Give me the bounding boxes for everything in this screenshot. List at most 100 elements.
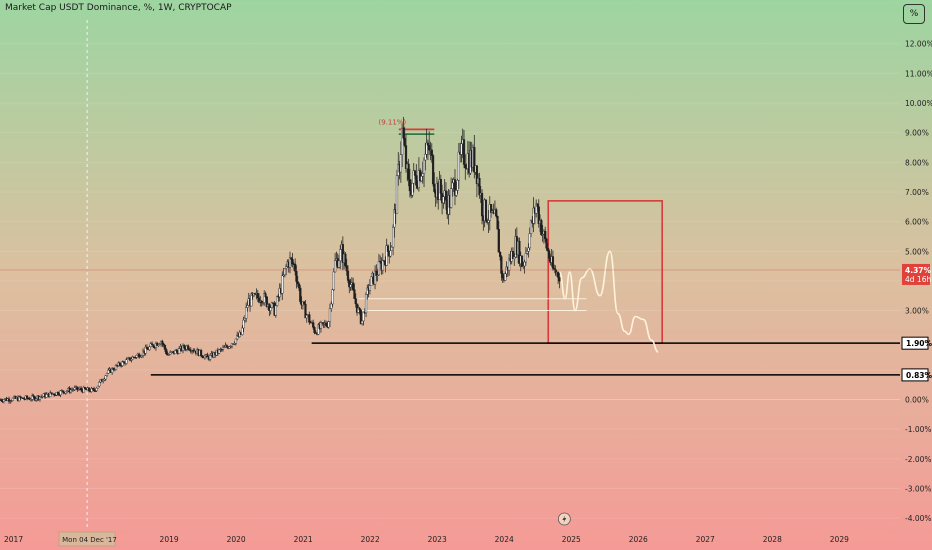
candle-body [274, 305, 277, 316]
candle-body [25, 395, 29, 399]
level-badge-label: 1.90% [906, 339, 932, 348]
candle-body [478, 178, 481, 196]
candle-body [426, 142, 430, 146]
candle-body [98, 381, 101, 387]
candle-body [250, 293, 253, 307]
x-tick-label: 2022 [361, 535, 380, 544]
candle-body [540, 220, 543, 236]
candle-body [208, 354, 212, 360]
candle-body [346, 270, 350, 281]
candle-body [354, 298, 357, 304]
candle-body [401, 127, 404, 155]
candle-body [370, 276, 373, 286]
candle-body [87, 387, 91, 392]
candle-body [242, 319, 245, 329]
candle-body [358, 307, 361, 311]
candle-body [165, 349, 168, 354]
candle-body [295, 270, 298, 282]
candle-body [64, 391, 67, 394]
candle-body [489, 204, 493, 213]
candle-body [389, 250, 392, 257]
y-tick-label: 7.00% [905, 188, 929, 197]
candle-body [50, 392, 53, 395]
candle-body [264, 293, 267, 298]
candle-body [508, 258, 511, 271]
candle-body [296, 281, 299, 285]
candle-body [386, 245, 390, 252]
candle-body [330, 303, 333, 309]
candle-body [256, 293, 259, 298]
candle-body [460, 143, 463, 155]
candle-body [285, 266, 288, 269]
candle-body [45, 394, 48, 398]
candle-body [546, 248, 549, 251]
candle-body [422, 159, 426, 174]
candle-body [527, 247, 530, 252]
x-tick-label: 2017 [4, 535, 23, 544]
candle-body [241, 327, 244, 335]
candle-body [473, 147, 476, 173]
candle-body [451, 182, 454, 189]
candle-body [135, 355, 138, 358]
candle-body [544, 230, 547, 240]
x-tick-label: 2020 [227, 535, 246, 544]
candle-body [337, 260, 341, 268]
x-tick-label: 2029 [830, 535, 849, 544]
y-tick-label: 3.00% [905, 307, 929, 316]
candle-body [455, 190, 458, 196]
candle-body [245, 307, 248, 319]
candle-body [234, 338, 237, 344]
candle-body [114, 365, 118, 370]
candle-body [299, 287, 302, 302]
y-tick-label: 11.00% [905, 69, 932, 78]
candle-body [56, 392, 60, 395]
candle-body [41, 395, 44, 398]
candle-body [118, 362, 121, 366]
y-tick-label: 0.00% [905, 396, 929, 405]
candle-body [308, 314, 311, 323]
y-tick-label: -3.00% [905, 484, 932, 493]
candle-body [332, 271, 335, 290]
candle-body [334, 260, 337, 273]
candle-body [484, 199, 488, 221]
candle-body [362, 311, 365, 322]
candle-body [304, 303, 307, 319]
candle-body [19, 396, 22, 399]
x-tick-label: 2023 [428, 535, 447, 544]
candle-body [536, 203, 539, 207]
candle-body [125, 359, 128, 364]
candle-body [430, 149, 433, 156]
candle-body [480, 193, 484, 217]
candle-body [290, 257, 293, 260]
candle-body [421, 173, 424, 177]
y-tick-label: 12.00% [905, 40, 932, 49]
candle-body [402, 127, 405, 139]
candle-body [339, 249, 342, 262]
candle-body [496, 215, 499, 230]
candle-body [464, 164, 467, 169]
candle-body [2, 399, 5, 402]
crosshair-date-label: Mon 04 Dec '17 [62, 536, 117, 544]
candle-body [199, 350, 203, 356]
percent-scale-button[interactable]: % [903, 4, 925, 24]
candle-body [420, 175, 423, 182]
candle-body [283, 268, 286, 275]
candle-body [82, 387, 85, 393]
candle-body [53, 393, 56, 396]
candle-body [96, 385, 100, 389]
candle-body [520, 255, 524, 267]
candle-body [352, 282, 355, 290]
y-tick-label: 5.00% [905, 247, 929, 256]
y-tick-label: -1.00% [905, 425, 932, 434]
candle-body [161, 341, 164, 345]
candle-body [163, 345, 167, 350]
candle-body [246, 305, 249, 308]
candle-body [526, 251, 529, 254]
candle-body [130, 358, 133, 361]
candle-body [513, 256, 516, 260]
candle-body [444, 190, 448, 201]
candle-body [150, 343, 154, 345]
y-tick-label: 9.00% [905, 129, 929, 138]
